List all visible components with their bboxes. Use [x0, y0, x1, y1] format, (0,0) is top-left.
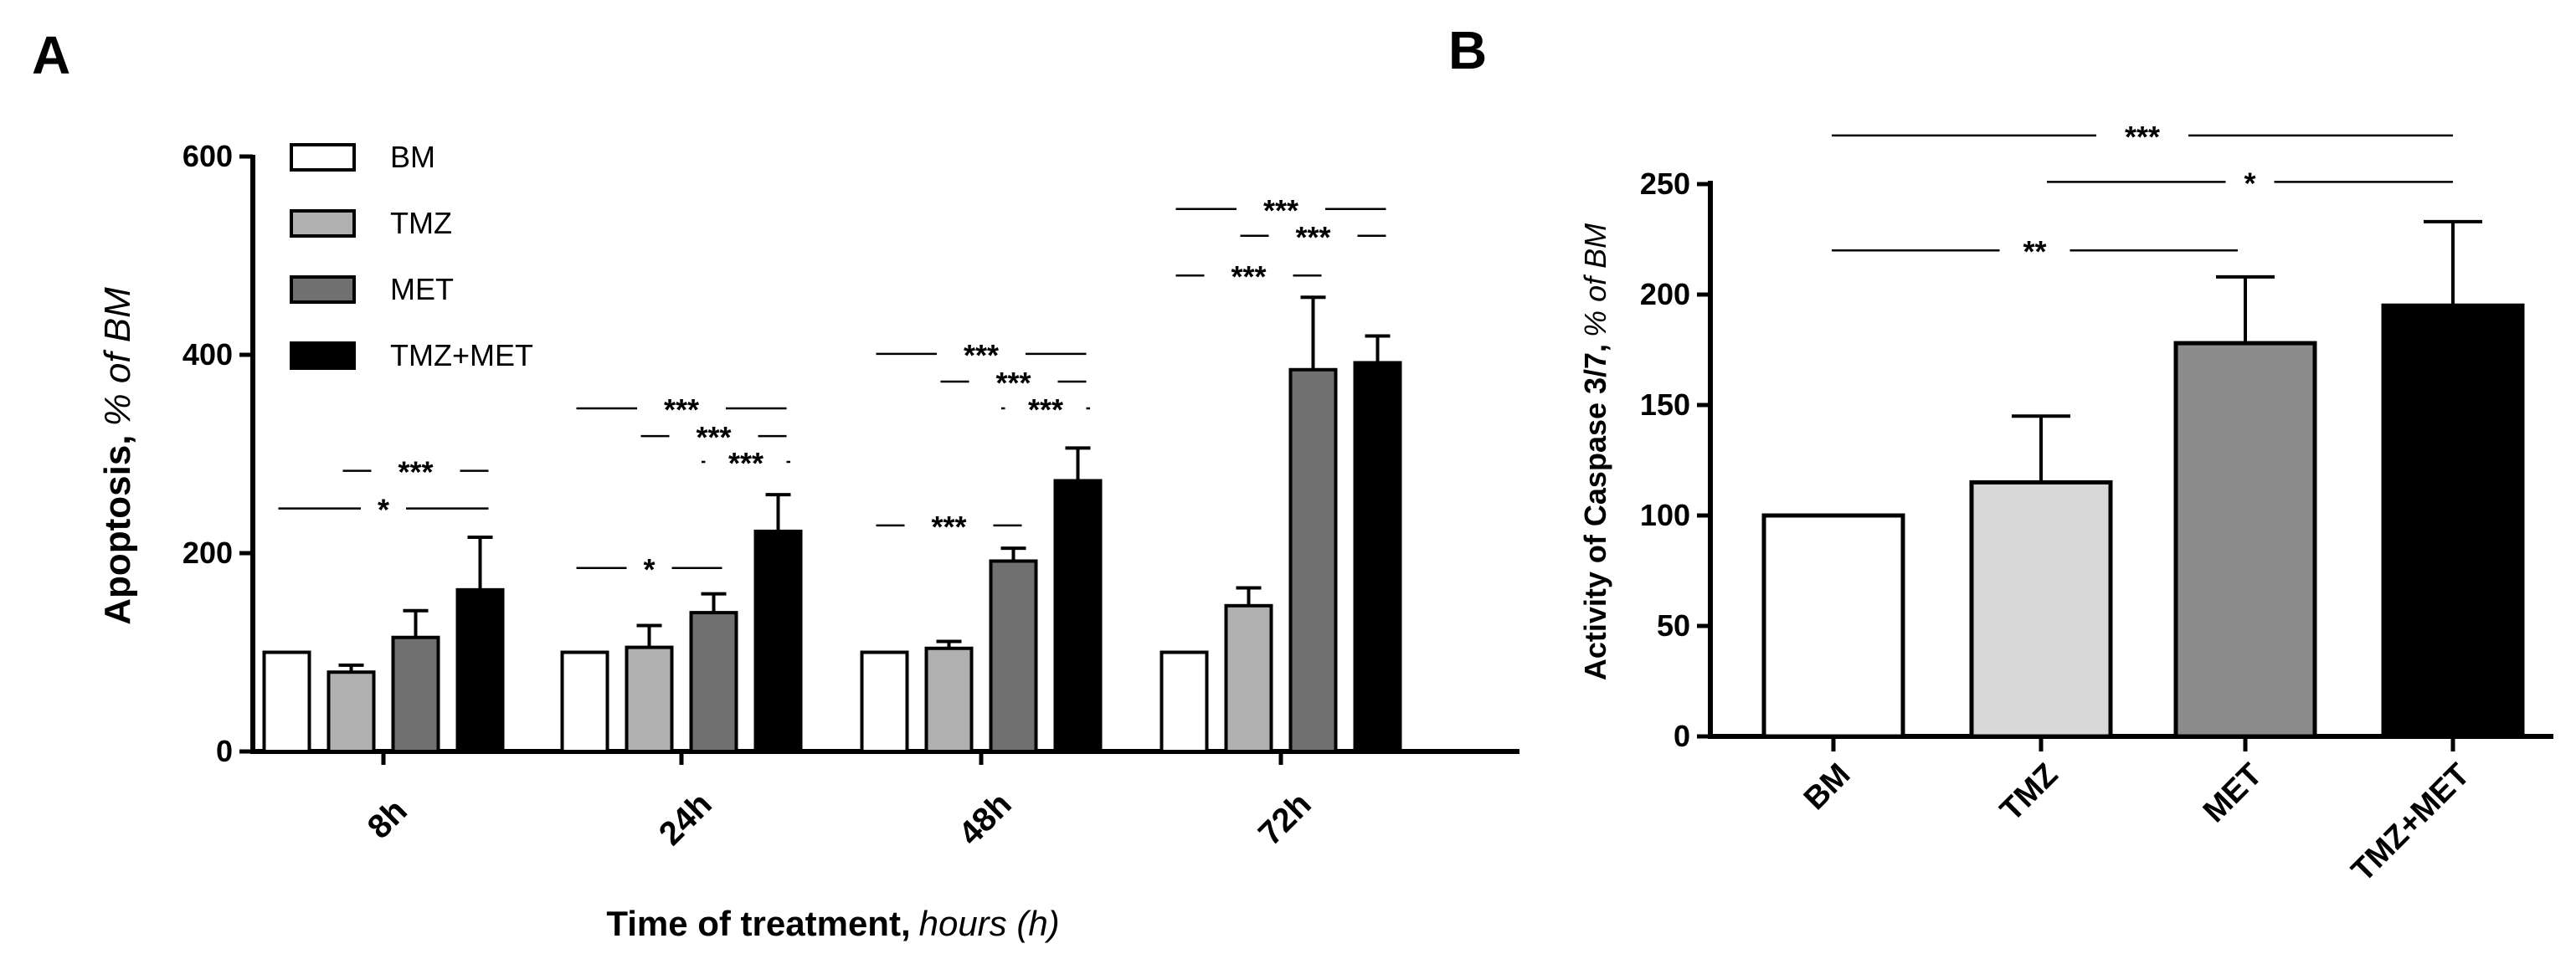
b-y-tick-label: 150 — [1640, 387, 1690, 422]
b-y-axis-title-italic: % of BM — [1578, 223, 1612, 337]
a-legend-label-met: MET — [390, 272, 454, 306]
b-x-tick-label-tmz-met: TMZ+MET — [2345, 757, 2476, 889]
a-sig-label: *** — [696, 420, 731, 454]
a-x-tick-label-48h: 48h — [952, 786, 1019, 853]
a-y-axis-title-italic: % of BM — [97, 287, 138, 427]
b-y-tick-label: 200 — [1640, 277, 1690, 311]
panel-a-letter: A — [32, 25, 70, 85]
a-y-axis-title-bold: Apoptosis, — [97, 434, 138, 624]
a-y-tick-label: 0 — [216, 734, 233, 768]
a-y-axis-title: Apoptosis, % of BM — [97, 287, 138, 625]
a-y-tick-label: 600 — [183, 139, 233, 173]
a-bar-bm-8h — [262, 650, 311, 753]
a-bar-tmz-72h — [1224, 603, 1273, 753]
b-y-tick-label: 100 — [1640, 498, 1690, 532]
a-sig-label: *** — [1231, 259, 1266, 294]
a-bar-bm-24h — [560, 650, 609, 753]
b-y-tick-label: 250 — [1640, 167, 1690, 201]
a-sig-label: *** — [1295, 220, 1330, 254]
a-x-axis-title-bold: Time of treatment, — [606, 904, 910, 943]
b-y-tick-label: 0 — [1674, 719, 1690, 753]
b-bar-tmz-met — [2381, 303, 2525, 739]
a-x-tick-label-24h: 24h — [652, 786, 719, 853]
a-sig-label: * — [643, 552, 655, 587]
b-sig-label: * — [2244, 166, 2255, 200]
a-bar-met-24h — [689, 611, 738, 753]
a-bar-tmz-met-8h — [455, 587, 505, 753]
b-y-axis-title: Activity of Caspase 3/7, % of BM — [1578, 223, 1612, 680]
a-bar-tmz-met-24h — [753, 529, 803, 753]
a-bar-tmz-24h — [625, 645, 674, 754]
a-bar-met-8h — [391, 635, 440, 753]
b-sig-label: *** — [2125, 120, 2160, 154]
b-bar-met — [2173, 341, 2317, 739]
b-y-tick-label: 50 — [1657, 608, 1690, 643]
b-sig-label: ** — [2023, 234, 2046, 269]
a-x-tick-label-72h: 72h — [1252, 786, 1319, 853]
a-bar-met-48h — [989, 559, 1038, 753]
a-bar-bm-72h — [1159, 650, 1209, 753]
a-legend-swatch-met — [290, 275, 356, 304]
a-sig-label: *** — [995, 366, 1031, 400]
a-x-axis-title: Time of treatment, hours (h) — [606, 904, 1059, 943]
a-bar-tmz-met-48h — [1053, 479, 1103, 753]
b-bar-bm — [1761, 513, 1905, 739]
b-y-axis-title-bold: Activity of Caspase 3/7, — [1578, 344, 1612, 680]
a-legend-swatch-tmz — [290, 209, 356, 238]
a-x-tick-label-8h: 8h — [361, 792, 414, 846]
a-y-tick-label: 200 — [183, 536, 233, 570]
b-x-tick-label-bm: BM — [1797, 757, 1857, 817]
a-sig-label: *** — [1263, 193, 1298, 228]
a-sig-label: *** — [931, 510, 966, 544]
a-sig-label: *** — [1028, 392, 1063, 427]
a-sig-label: *** — [664, 392, 699, 427]
a-legend-label-bm: BM — [390, 140, 435, 174]
a-legend-label-tmz: TMZ — [390, 206, 452, 240]
a-legend-swatch-bm — [290, 143, 356, 172]
chart-a-apoptosis: 0 200 400 600 Apoptosis, % of BM Time of treat… — [97, 139, 1519, 943]
a-bar-tmz-48h — [924, 646, 974, 754]
a-legend-label-tmz-met: TMZ+MET — [390, 338, 533, 372]
a-sig-label: *** — [728, 446, 764, 480]
panel-b-letter: B — [1448, 20, 1487, 80]
a-x-axis-title-italic: hours (h) — [919, 904, 1060, 943]
a-legend-swatch-tmz-met — [290, 341, 356, 370]
chart-b-caspase: 0 50 100 150 200 250 Activity of Caspase 3/7,%… — [1578, 120, 2553, 889]
a-sig-label: * — [378, 493, 389, 527]
b-bar-tmz — [1969, 480, 2113, 739]
a-bar-tmz-met-72h — [1353, 361, 1402, 753]
a-bar-tmz-8h — [326, 670, 376, 754]
a-sig-label: *** — [398, 455, 433, 490]
b-x-tick-label-met: MET — [2197, 757, 2269, 829]
a-sig-label: *** — [964, 338, 999, 372]
a-y-tick-label: 400 — [183, 337, 233, 372]
a-bar-met-72h — [1288, 367, 1338, 753]
a-bar-bm-48h — [860, 650, 909, 753]
b-x-tick-label-tmz: TMZ — [1993, 757, 2064, 828]
